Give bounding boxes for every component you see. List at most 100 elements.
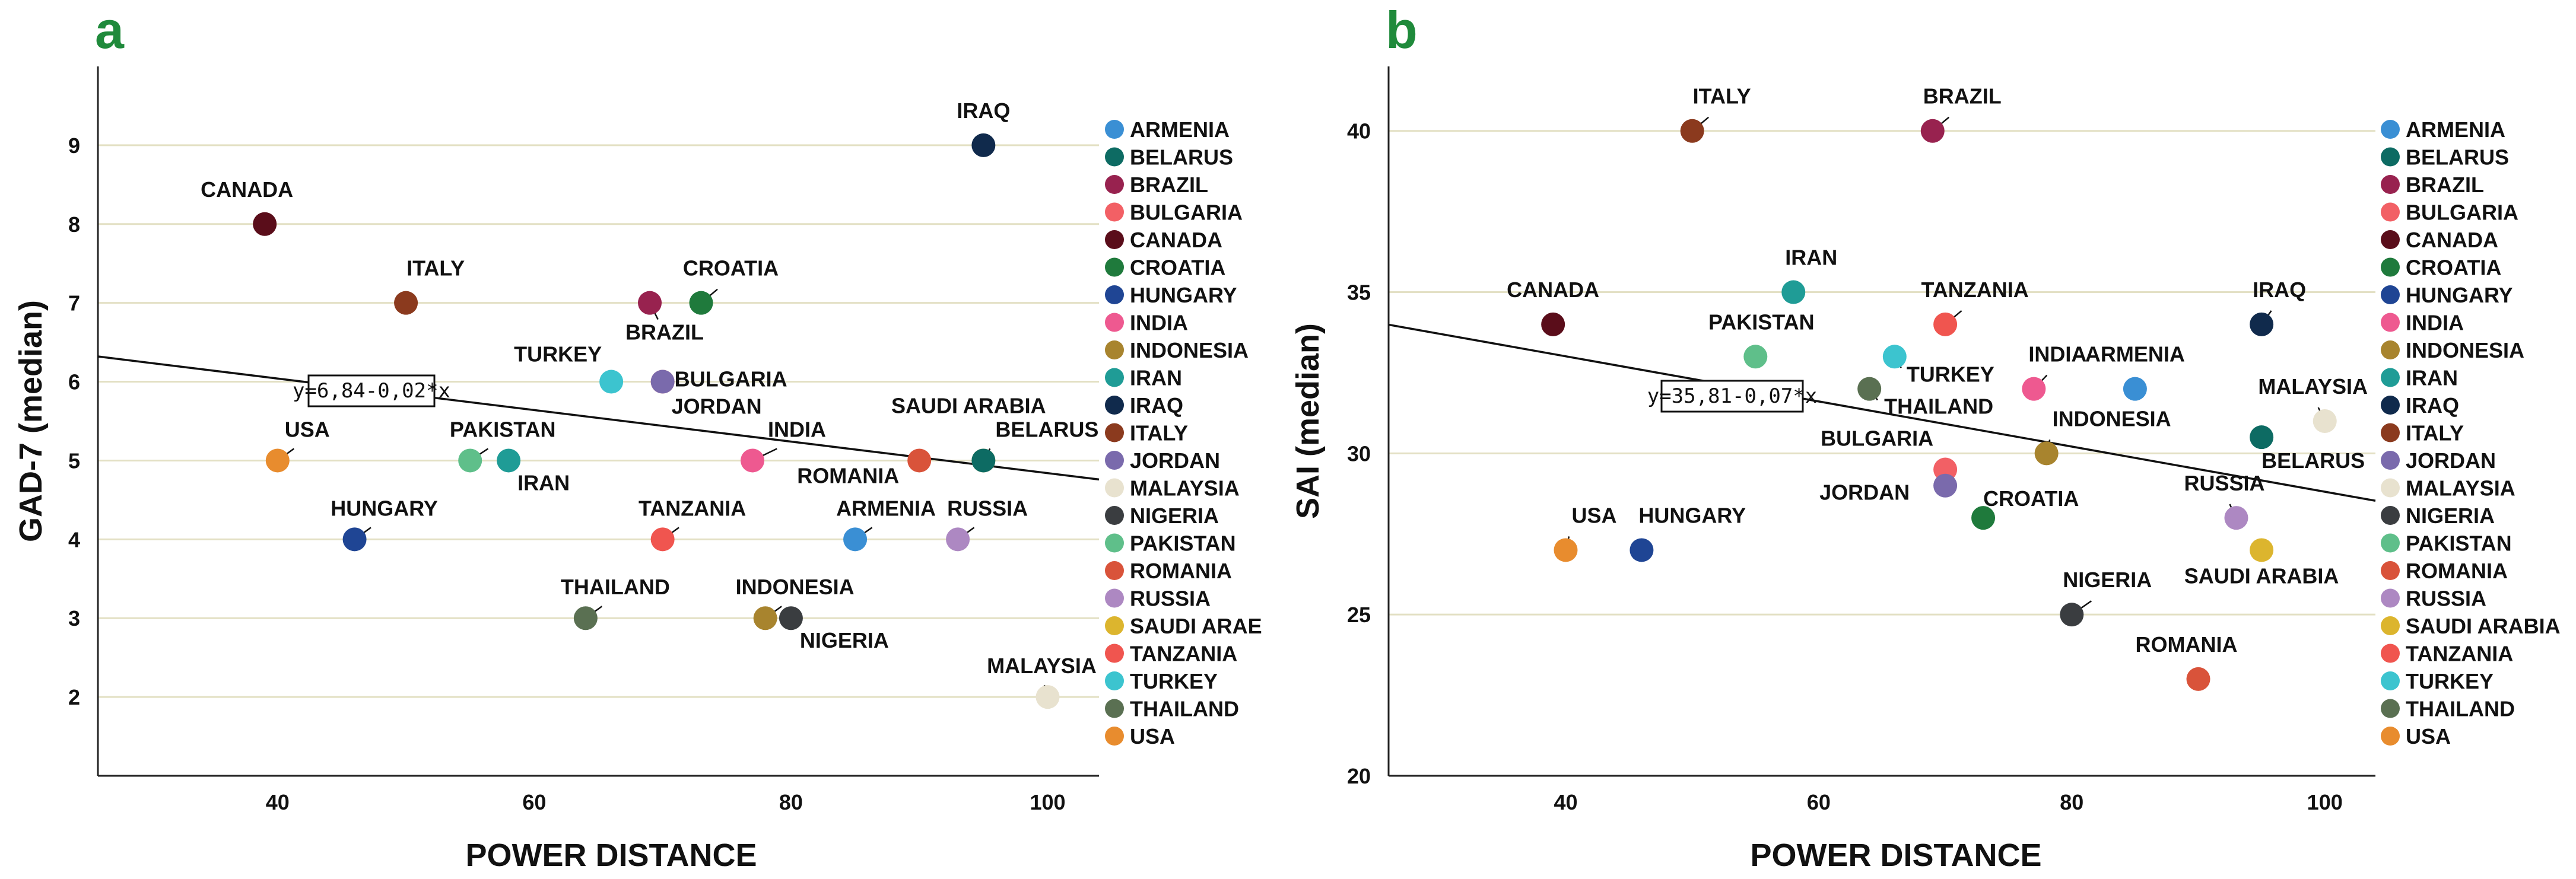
- x-axis-title-b: POWER DISTANCE: [1750, 837, 2041, 873]
- point-label-a-romania: ROMANIA: [797, 463, 899, 488]
- legend-label-a-pakistan: PAKISTAN: [1130, 531, 1236, 556]
- legend-label-a-indonesia: INDONESIA: [1130, 338, 1249, 362]
- point-label-a-malaysia: MALAYSIA: [987, 654, 1097, 678]
- point-label-b-bulgaria: BULGARIA: [1821, 426, 1933, 451]
- point-label-b-croatia: CROATIA: [1983, 486, 2079, 511]
- legend-label-a-canada: CANADA: [1130, 228, 1222, 252]
- legend-label-a-tanzania: TANZANIA: [1130, 642, 1237, 666]
- y-tick-a-2: 2: [68, 685, 80, 709]
- legend-marker-a-italy: [1105, 423, 1124, 442]
- x-tick-a-60: 60: [522, 790, 546, 814]
- legend-label-a-armenia: ARMENIA: [1130, 117, 1230, 142]
- equation-label-b: y=35,81-0,07*x: [1647, 384, 1818, 408]
- point-label-b-indonesia: INDONESIA: [2053, 406, 2171, 431]
- point-label-a-thailand: THAILAND: [561, 575, 670, 599]
- legend-label-b-indonesia: INDONESIA: [2406, 338, 2524, 362]
- point-label-b-nigeria: NIGERIA: [2063, 568, 2152, 592]
- point-a-armenia: [843, 527, 868, 552]
- regression-line-b: [1388, 323, 2376, 502]
- point-b-italy: [1680, 119, 1704, 143]
- legend-marker-b-brazil: [2381, 175, 2400, 194]
- point-b-hungary: [1630, 538, 1654, 562]
- legend-label-a-thailand: THAILAND: [1130, 697, 1239, 721]
- point-label-b-russia: RUSSIA: [2184, 471, 2264, 495]
- y-tick-a-5: 5: [68, 448, 80, 473]
- legend-marker-a-romania: [1105, 561, 1124, 580]
- legend-marker-a-pakistan: [1105, 533, 1124, 553]
- x-axis-title-a: POWER DISTANCE: [465, 837, 757, 873]
- legend-label-b-nigeria: NIGERIA: [2406, 504, 2495, 528]
- regression-line-a: [97, 355, 1100, 481]
- point-label-a-usa: USA: [285, 417, 330, 441]
- legend-marker-b-canada: [2381, 230, 2400, 249]
- point-label-b-thailand: THAILAND: [1884, 394, 1993, 419]
- legend-label-b-bulgaria: BULGARIA: [2406, 200, 2518, 225]
- point-a-turkey: [599, 370, 624, 394]
- legend-label-a-iraq: IRAQ: [1130, 393, 1183, 418]
- point-label-b-iran: IRAN: [1785, 246, 1837, 270]
- point-a-romania: [907, 448, 932, 473]
- x-tick-a-40: 40: [266, 790, 290, 814]
- point-label-a-turkey: TURKEY: [514, 342, 602, 367]
- legend-label-b-italy: ITALY: [2406, 421, 2464, 445]
- legend-label-b-iraq: IRAQ: [2406, 393, 2459, 418]
- legend-marker-b-indonesia: [2381, 340, 2400, 359]
- point-label-b-armenia: ARMENIA: [2085, 342, 2185, 367]
- point-label-b-india: INDIA: [2028, 342, 2086, 367]
- legend-label-a-romania: ROMANIA: [1130, 559, 1232, 583]
- point-label-a-canada: CANADA: [201, 177, 293, 202]
- point-label-a-indonesia: INDONESIA: [736, 575, 855, 599]
- legend-label-b-pakistan: PAKISTAN: [2406, 531, 2512, 556]
- y-tick-b-30: 30: [1347, 441, 1371, 466]
- point-b-canada: [1541, 312, 1565, 336]
- legend-label-a-italy: ITALY: [1130, 421, 1188, 445]
- legend-marker-b-italy: [2381, 423, 2400, 442]
- legend-label-a-hungary: HUNGARY: [1130, 283, 1237, 307]
- legend-label-b-armenia: ARMENIA: [2406, 117, 2505, 142]
- legend-marker-a-saudi-arae: [1105, 616, 1124, 635]
- point-b-malaysia: [2313, 409, 2337, 433]
- chart-a: 2 3 4 5 6 7 8 9 40 60 80 100 POWER DISTANCE GAD-7 (me…: [13, 66, 1262, 873]
- point-label-a-india: INDIA: [768, 417, 826, 441]
- legend-marker-a-bulgaria: [1105, 202, 1124, 222]
- point-label-a-armenia: ARMENIA: [836, 496, 936, 520]
- y-tick-b-40: 40: [1347, 119, 1371, 144]
- legend-label-a-malaysia: MALAYSIA: [1130, 476, 1240, 501]
- point-b-turkey: [1882, 345, 1907, 369]
- point-label-a-bulgaria: BULGARIA: [675, 367, 787, 391]
- legend-label-a-bulgaria: BULGARIA: [1130, 200, 1243, 225]
- legend-label-b-usa: USA: [2406, 724, 2451, 749]
- legend-label-a-iran: IRAN: [1130, 366, 1182, 390]
- point-b-nigeria: [2060, 603, 2084, 627]
- point-a-india: [741, 448, 765, 473]
- point-a-iraq: [971, 133, 996, 157]
- x-tick-a-80: 80: [779, 790, 803, 814]
- point-a-hungary: [342, 527, 367, 552]
- point-a-croatia: [689, 291, 713, 315]
- point-b-indonesia: [2034, 441, 2059, 466]
- legend-label-b-russia: RUSSIA: [2406, 587, 2486, 611]
- point-b-armenia: [2123, 377, 2147, 401]
- legend-label-a-brazil: BRAZIL: [1130, 173, 1208, 197]
- point-label-b-turkey: TURKEY: [1907, 362, 1994, 386]
- legend-label-b-romania: ROMANIA: [2406, 559, 2508, 583]
- legend-marker-b-turkey: [2381, 671, 2400, 690]
- legend-marker-a-iran: [1105, 368, 1124, 387]
- legend-label-a-jordan: JORDAN: [1130, 448, 1220, 473]
- legend-label-b-turkey: TURKEY: [2406, 669, 2494, 693]
- legend-marker-b-armenia: [2381, 120, 2400, 139]
- point-a-russia: [946, 527, 970, 552]
- x-tick-b-100: 100: [2307, 790, 2343, 814]
- legend-label-a-saudi-arae: SAUDI ARAE: [1130, 614, 1262, 638]
- legend-label-b-hungary: HUNGARY: [2406, 283, 2513, 307]
- legend-marker-b-malaysia: [2381, 478, 2400, 498]
- point-label-a-iran: IRAN: [517, 470, 570, 495]
- point-label-b-romania: ROMANIA: [2136, 632, 2238, 657]
- equation-box-b: [1660, 380, 1804, 413]
- point-b-russia: [2224, 506, 2248, 530]
- point-label-b-italy: ITALY: [1693, 84, 1751, 109]
- legend-label-b-iran: IRAN: [2406, 366, 2458, 390]
- legend-marker-a-thailand: [1105, 699, 1124, 718]
- legend-marker-a-nigeria: [1105, 506, 1124, 525]
- x-tick-a-100: 100: [1030, 790, 1065, 814]
